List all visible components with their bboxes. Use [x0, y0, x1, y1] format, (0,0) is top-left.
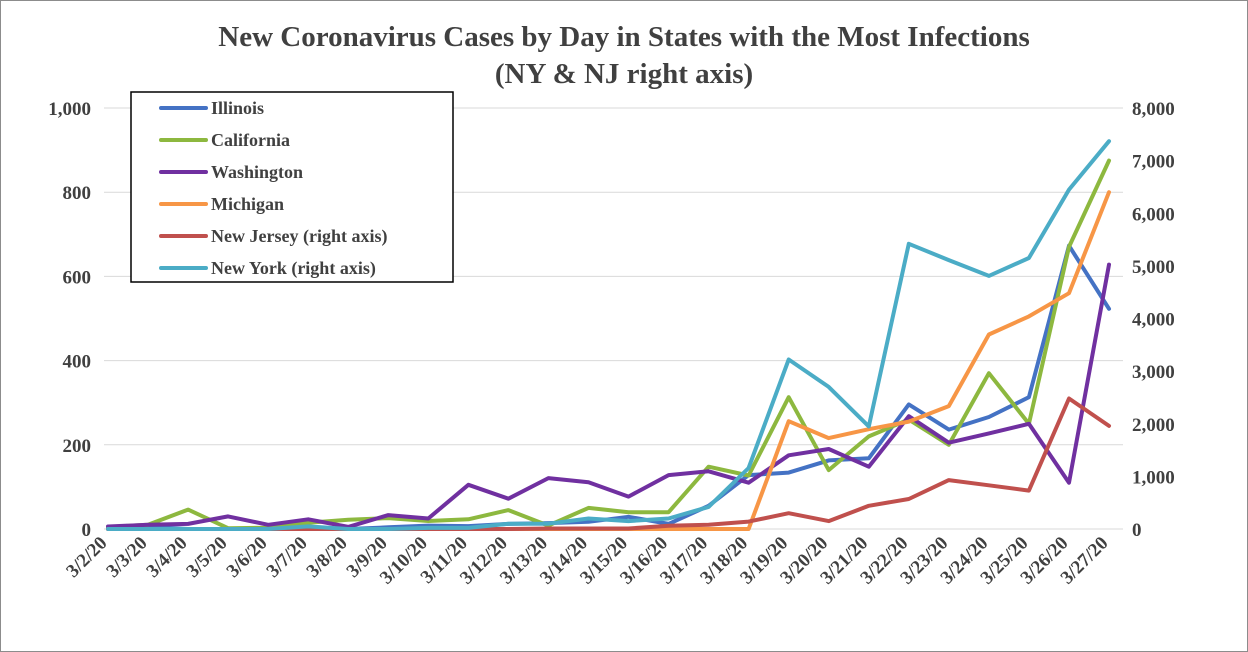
legend: Illinois California Washington Michigan New … [130, 91, 454, 283]
x-axis: 3/2/203/3/203/4/203/5/203/6/203/7/203/8/… [62, 533, 1112, 589]
left-tick-label: 600 [63, 267, 92, 288]
legend-label: Washington [211, 162, 303, 182]
legend-label: California [211, 130, 290, 150]
series-line-new-york-right-axis [106, 139, 1111, 531]
x-tick-label: 3/3/20 [102, 533, 151, 582]
x-tick-label: 3/6/20 [223, 533, 272, 582]
right-tick-label: 3,000 [1132, 362, 1175, 383]
chart-subtitle: (NY & NJ right axis) [495, 58, 753, 90]
x-tick-label: 3/8/20 [303, 533, 352, 582]
left-axis: 0 200 400 600 800 1,000 [48, 99, 91, 541]
right-axis: 0 1,000 2,000 3,000 4,000 5,000 6,000 7,000 8,00… [1132, 99, 1175, 541]
right-tick-label: 6,000 [1132, 204, 1175, 225]
left-tick-label: 800 [63, 183, 92, 204]
left-tick-label: 200 [63, 436, 92, 457]
legend-label: Michigan [211, 194, 284, 214]
legend-box [130, 91, 454, 283]
left-tick-label: 0 [82, 520, 92, 541]
right-tick-label: 5,000 [1132, 257, 1175, 278]
right-tick-label: 1,000 [1132, 467, 1175, 488]
right-tick-label: 0 [1132, 520, 1142, 541]
x-tick-label: 3/4/20 [142, 533, 191, 582]
right-tick-label: 8,000 [1132, 99, 1175, 120]
legend-label: Illinois [211, 98, 264, 118]
legend-label: New Jersey (right axis) [211, 226, 387, 247]
x-tick-label: 3/5/20 [182, 533, 231, 582]
right-tick-label: 2,000 [1132, 415, 1175, 436]
legend-label: New York (right axis) [211, 258, 376, 279]
x-tick-label: 3/7/20 [263, 533, 312, 582]
left-tick-label: 400 [63, 352, 92, 373]
right-tick-label: 7,000 [1132, 152, 1175, 173]
series-lines [106, 139, 1111, 531]
series-line-washington [106, 262, 1111, 529]
chart-title: New Coronavirus Cases by Day in States w… [218, 21, 1029, 53]
left-tick-label: 1,000 [48, 99, 91, 120]
right-tick-label: 4,000 [1132, 310, 1175, 331]
